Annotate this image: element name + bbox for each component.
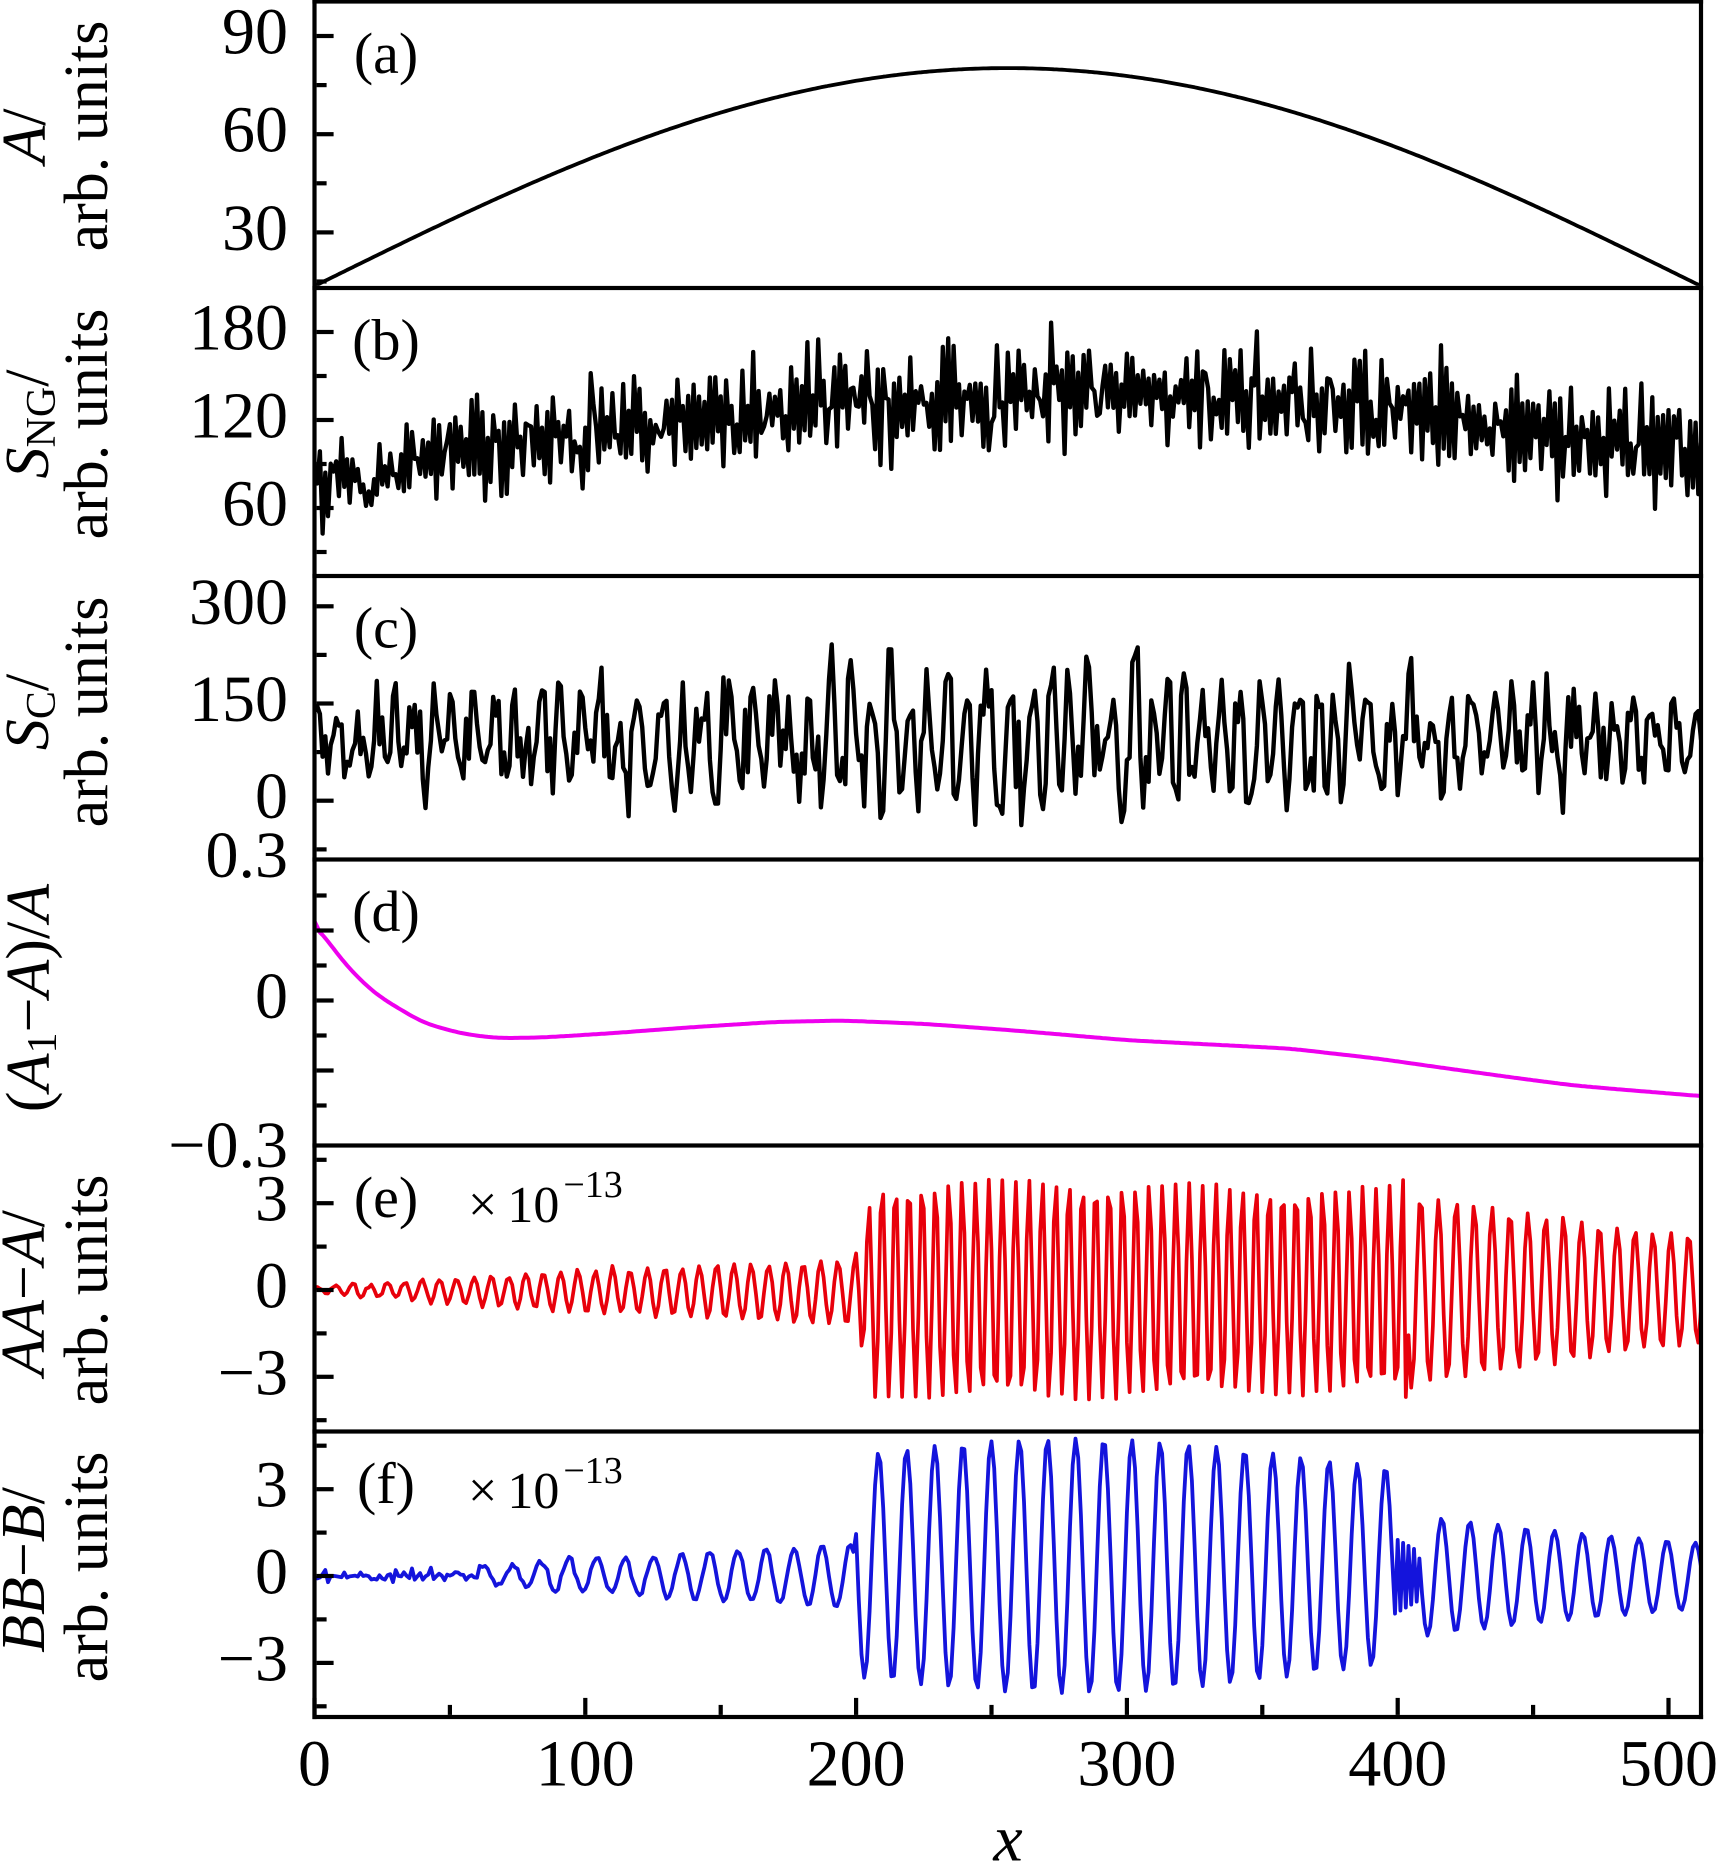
svg-text:(c): (c) — [354, 596, 418, 661]
svg-text:0: 0 — [255, 1536, 288, 1609]
svg-text:60: 60 — [222, 94, 288, 167]
svg-text:(d): (d) — [352, 879, 420, 944]
svg-text:(e): (e) — [354, 1165, 418, 1230]
svg-text:3: 3 — [255, 1163, 288, 1236]
svg-text:200: 200 — [807, 1728, 906, 1801]
svg-text:100: 100 — [536, 1728, 635, 1801]
svg-text:400: 400 — [1348, 1728, 1447, 1801]
svg-text:0: 0 — [255, 760, 288, 833]
svg-text:−0.3: −0.3 — [168, 1109, 288, 1182]
svg-text:0: 0 — [255, 1250, 288, 1323]
svg-text:180: 180 — [189, 291, 288, 364]
svg-text:SNG/: SNG/ — [0, 369, 65, 479]
svg-text:0: 0 — [255, 960, 288, 1033]
svg-text:90: 90 — [222, 0, 288, 69]
svg-text:arb. units: arb. units — [53, 309, 121, 540]
svg-text:(A1−A)/A: (A1−A)/A — [0, 883, 66, 1112]
svg-text:(f): (f) — [357, 1451, 415, 1516]
svg-text:120: 120 — [189, 380, 288, 453]
svg-text:0.3: 0.3 — [206, 819, 289, 892]
svg-text:A/: A/ — [0, 108, 59, 168]
svg-text:−3: −3 — [218, 1622, 288, 1695]
svg-text:arb. units: arb. units — [53, 1452, 121, 1683]
svg-text:150: 150 — [189, 663, 288, 736]
svg-text:arb. units: arb. units — [53, 1175, 121, 1406]
svg-text:x: x — [992, 1803, 1022, 1868]
svg-text:(b): (b) — [352, 308, 420, 373]
svg-text:BB−B/: BB−B/ — [0, 1486, 58, 1653]
svg-text:60: 60 — [222, 468, 288, 541]
svg-text:0: 0 — [298, 1728, 331, 1801]
svg-text:30: 30 — [222, 192, 288, 265]
svg-text:(a): (a) — [354, 21, 418, 86]
svg-text:500: 500 — [1619, 1728, 1717, 1801]
svg-text:SC/: SC/ — [0, 673, 65, 750]
svg-text:−3: −3 — [218, 1336, 288, 1409]
svg-text:AA−A/: AA−A/ — [0, 1209, 58, 1380]
svg-text:arb. units: arb. units — [53, 597, 121, 828]
svg-text:3: 3 — [255, 1449, 288, 1522]
svg-text:300: 300 — [189, 566, 288, 639]
svg-text:arb. units: arb. units — [53, 21, 121, 252]
svg-text:300: 300 — [1077, 1728, 1176, 1801]
